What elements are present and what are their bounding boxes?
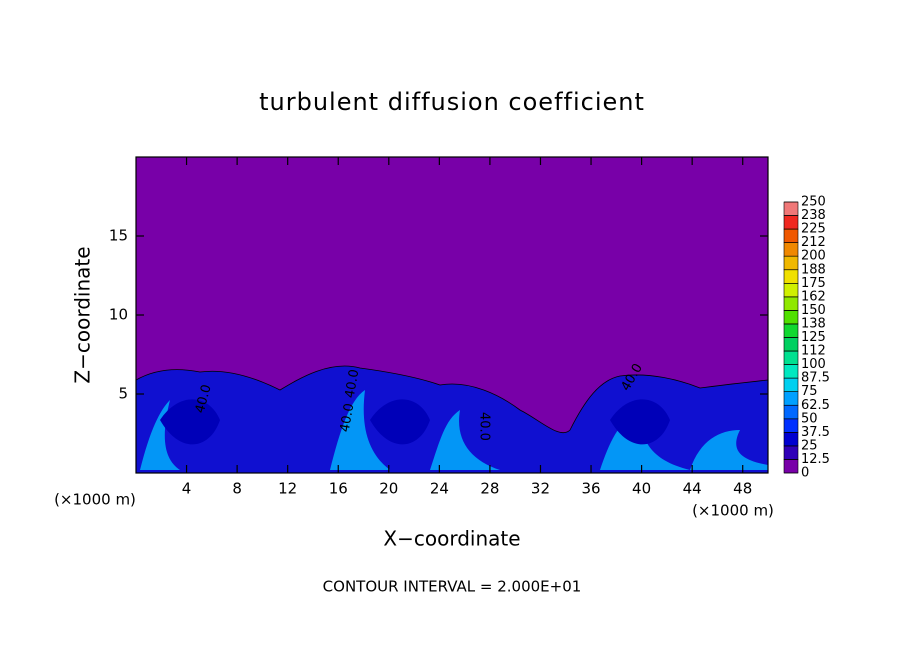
x-tick-label: 36: [581, 480, 600, 498]
contour-label: 40.0: [343, 368, 363, 399]
colorbar-band: [783, 215, 799, 230]
y-tick-label: 15: [109, 227, 128, 245]
colorbar-tick-label: 37.5: [801, 425, 830, 440]
y-tick-label: 5: [118, 385, 128, 403]
x-tick-label: 8: [232, 480, 242, 498]
colorbar-band: [783, 377, 799, 392]
colorbar-tick-label: 250: [801, 195, 826, 210]
colorbar-tick-label: 125: [801, 330, 826, 345]
colorbar-band: [783, 418, 799, 433]
colorbar-band: [783, 310, 799, 325]
x-unit: (×1000 m): [692, 502, 774, 520]
colorbar-band: [783, 296, 799, 311]
colorbar-tick-label: 62.5: [801, 398, 830, 413]
colorbar-band: [783, 350, 799, 365]
x-tick-label: 24: [430, 480, 449, 498]
colorbar-band: [783, 255, 799, 271]
x-unit: (×1000 m): [54, 491, 136, 509]
colorbar-tick-label: 238: [801, 208, 826, 223]
x-tick-label: 48: [733, 480, 752, 498]
y-tick-label: 10: [109, 306, 128, 324]
colorbar-band: [783, 269, 799, 284]
colorbar-tick-label: 112: [801, 344, 826, 359]
colorbar-band: [783, 459, 799, 474]
field-shape: [160, 399, 670, 445]
contour-label: 40.0: [193, 383, 215, 415]
x-tick-label: 4: [182, 480, 192, 498]
colorbar-band: [783, 201, 799, 216]
colorbar-tick-label: 175: [801, 276, 826, 291]
contour-label: 40.0: [477, 412, 492, 441]
colorbar-tick-label: 150: [801, 303, 826, 318]
colorbar-band: [783, 242, 799, 257]
colorbar-tick-label: 87.5: [801, 371, 830, 386]
colorbar-band: [783, 404, 799, 420]
footer: CONTOUR INTERVAL = 2.000E+01: [323, 578, 582, 596]
colorbar-tick-label: 25: [801, 438, 818, 453]
colorbar-tick-label: 162: [801, 289, 826, 304]
contour-label: 40.0: [338, 402, 358, 433]
x-tick-label: 44: [683, 480, 702, 498]
field: [135, 157, 769, 474]
x-tick-label: 32: [531, 480, 550, 498]
y-axis-label: Z−coordinate: [71, 246, 95, 383]
colorbar-band: [783, 364, 799, 379]
colorbar-tick-label: 212: [801, 235, 826, 250]
colorbar-band: [783, 445, 799, 460]
colorbar-tick-label: 200: [801, 249, 826, 264]
colorbar-band: [783, 391, 799, 406]
colorbar-tick-label: 12.5: [801, 452, 830, 467]
colorbar-band: [783, 228, 799, 243]
x-tick-label: 20: [379, 480, 398, 498]
field-shape: [140, 390, 768, 470]
colorbar-tick-label: 188: [801, 262, 826, 277]
x-tick-label: 28: [480, 480, 499, 498]
chart-title: turbulent diffusion coefficient: [259, 88, 645, 116]
colorbar-tick-label: 100: [801, 357, 826, 372]
colorbar-tick-label: 75: [801, 384, 818, 399]
colorbar-band: [783, 282, 799, 298]
colorbar-tick-label: 50: [801, 411, 818, 426]
colorbar-tick-label: 138: [801, 316, 826, 331]
colorbar-tick-label: 225: [801, 222, 826, 237]
colorbar-band: [783, 323, 799, 338]
colorbar-band: [783, 432, 799, 447]
x-tick-label: 40: [632, 480, 651, 498]
colorbar-tick-label: 0: [801, 466, 809, 481]
x-tick-label: 12: [278, 480, 297, 498]
x-tick-label: 16: [329, 480, 348, 498]
x-axis-label: X−coordinate: [383, 527, 520, 551]
colorbar-band: [783, 337, 799, 352]
